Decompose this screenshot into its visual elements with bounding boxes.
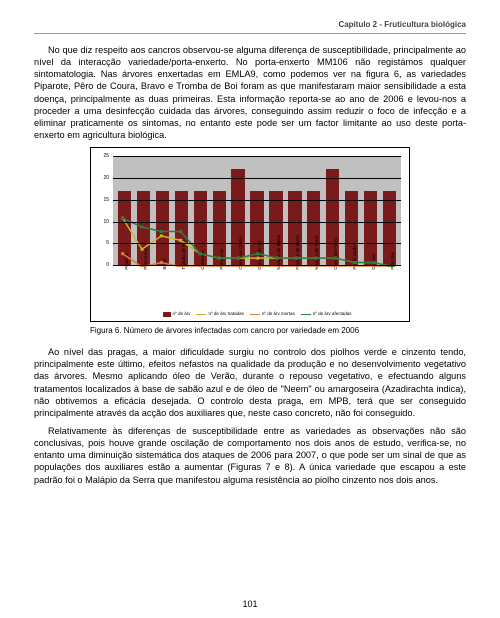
bar-slot: Porta-Loja bbox=[210, 156, 229, 265]
legend-item: nº de árv mortas bbox=[250, 311, 295, 317]
x-tick-label: Durázia bbox=[371, 254, 377, 270]
bar-slot: Durázio do RC bbox=[248, 156, 267, 265]
legend: nº de árv nº de árv tratadas nº de árv mor… bbox=[113, 309, 401, 319]
bar-slot: Camoesa Chata bbox=[229, 156, 248, 265]
legend-label: nº de árv bbox=[173, 311, 191, 317]
bar-slot: Focinho de Burro bbox=[285, 156, 304, 265]
legend-swatch bbox=[163, 312, 171, 317]
figure-caption: Figura 6. Número de árvores infectadas c… bbox=[90, 326, 410, 336]
bar-slot: Pêro-Coura bbox=[134, 156, 153, 265]
legend-swatch bbox=[250, 314, 260, 315]
chapter-header: Capítulo 2 - Fruticultura biológica bbox=[34, 20, 466, 30]
x-tick-label: Malápio de Batva bbox=[276, 234, 282, 269]
y-tick-label: 0 bbox=[97, 262, 109, 268]
paragraph-1: No que diz respeito aos cancros observou… bbox=[34, 44, 466, 141]
bar-group: PiparotePêro-CouraBravoTromba de BoiCamo… bbox=[113, 156, 401, 265]
bar-slot: Pêro Rei bbox=[380, 156, 399, 265]
x-tick-label: Malápio de Serra bbox=[314, 235, 320, 269]
legend-swatch bbox=[301, 314, 311, 315]
legend-swatch bbox=[196, 314, 206, 315]
bar-slot: Malápio de Batva bbox=[267, 156, 286, 265]
figure-6: PiparotePêro-CouraBravoTromba de BoiCamo… bbox=[90, 147, 410, 336]
y-tick-label: 20 bbox=[97, 175, 109, 181]
x-tick-label: Piparote bbox=[124, 252, 130, 269]
legend-item: nº de árv bbox=[163, 311, 191, 317]
plot-area: PiparotePêro-CouraBravoTromba de BoiCamo… bbox=[113, 156, 401, 265]
legend-label: nº de árv afectadas bbox=[313, 311, 352, 317]
y-tick-label: 25 bbox=[97, 153, 109, 159]
grid-line bbox=[113, 265, 401, 266]
y-tick-label: 5 bbox=[97, 240, 109, 246]
x-tick-label: Bravo bbox=[162, 257, 168, 269]
bar-slot: Durázia bbox=[361, 156, 380, 265]
legend-label: nº de árv tratadas bbox=[208, 311, 243, 317]
legend-label: nº de árv mortas bbox=[262, 311, 295, 317]
legend-item: nº de árv afectadas bbox=[301, 311, 352, 317]
x-tick-label: Camoesa bbox=[200, 250, 206, 269]
bar-slot: Camoesa bbox=[191, 156, 210, 265]
bar-slot: Bravo bbox=[153, 156, 172, 265]
x-tick-label: Focinho de Burro bbox=[295, 235, 301, 270]
grid-line bbox=[113, 222, 401, 223]
y-tick-label: 15 bbox=[97, 197, 109, 203]
paragraph-3: Relativamente às diferenças de susceptib… bbox=[34, 425, 466, 486]
bar-slot: Tromba de Boi bbox=[172, 156, 191, 265]
chart-container: PiparotePêro-CouraBravoTromba de BoiCamo… bbox=[90, 147, 410, 322]
grid-line bbox=[113, 243, 401, 244]
grid-line bbox=[113, 200, 401, 201]
bar-slot: Malápio de Serra bbox=[304, 156, 323, 265]
legend-item: nº de árv tratadas bbox=[196, 311, 243, 317]
y-tick-label: 10 bbox=[97, 218, 109, 224]
bar-slot: Pardo Lindo bbox=[342, 156, 361, 265]
x-tick-label: Pêro Rei bbox=[390, 252, 396, 270]
page-number: 101 bbox=[0, 599, 500, 610]
paragraph-2: Ao nível das pragas, a maior dificuldade… bbox=[34, 346, 466, 419]
bar-slot: Camoane Ferro bbox=[323, 156, 342, 265]
bar-slot: Piparote bbox=[115, 156, 134, 265]
grid-line bbox=[113, 156, 401, 157]
grid-line bbox=[113, 178, 401, 179]
header-rule bbox=[34, 33, 466, 34]
bar bbox=[156, 191, 169, 265]
